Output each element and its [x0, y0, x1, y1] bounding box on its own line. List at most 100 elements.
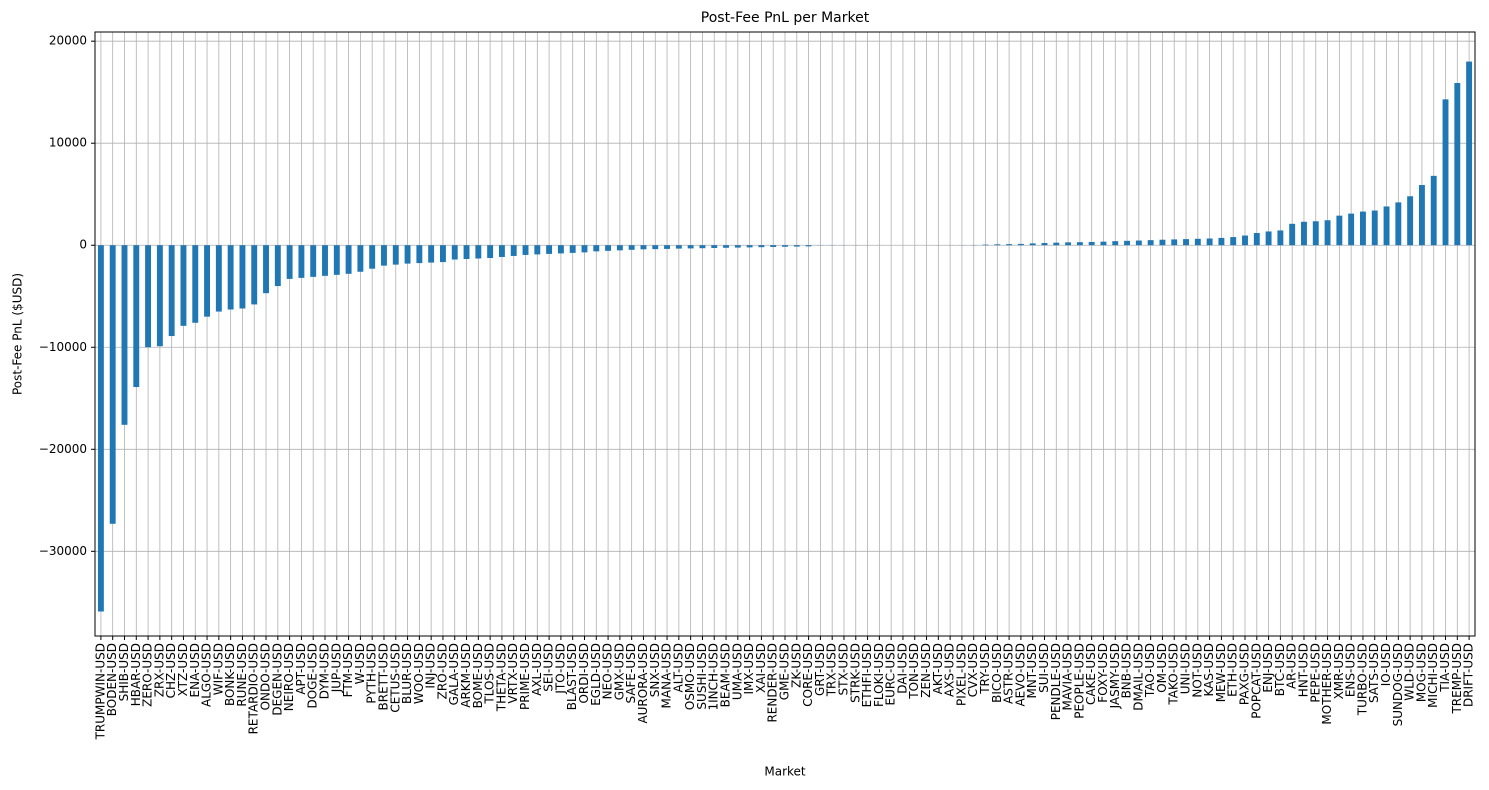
x-tick-label: NOT-USD [1190, 643, 1204, 698]
x-tick-label: RETARDIO-USD [247, 643, 261, 734]
x-tick-label: ASTR-USD [1002, 643, 1016, 704]
bar [522, 245, 529, 255]
x-tick-label: JTO-USD [553, 643, 567, 695]
bar [534, 245, 541, 255]
x-tick-label: ZERO-USD [141, 643, 155, 707]
bar [475, 245, 482, 259]
y-tick-label: 0 [79, 238, 87, 252]
bar [357, 245, 364, 272]
y-tick-label: −30000 [39, 544, 87, 558]
bar [1253, 232, 1260, 246]
bar [793, 245, 800, 247]
x-tick-label: MAVIA-USD [1061, 643, 1075, 710]
x-tick-label: WIF-USD [211, 643, 225, 695]
x-tick-label: CAKE-USD [1084, 643, 1098, 705]
x-tick-label: RUNE-USD [235, 643, 249, 707]
bar [1265, 231, 1272, 246]
x-tick-label: SNX-USD [648, 643, 662, 697]
bar [1466, 61, 1473, 246]
bar [498, 245, 505, 257]
x-tick-label: PAXG-USD [1238, 643, 1252, 705]
bar [97, 245, 104, 612]
x-tick-label: STRK-USD [848, 643, 862, 703]
bar [510, 245, 517, 256]
bar [369, 245, 376, 269]
x-tick-label: TRX-USD [825, 643, 839, 697]
bar [1135, 240, 1142, 246]
bar [345, 245, 352, 274]
bar [1194, 238, 1201, 246]
x-tick-label: TAKO-USD [1167, 643, 1181, 706]
x-tick-label: MANA-USD [660, 643, 674, 708]
x-tick-label: UNI-USD [1179, 643, 1193, 694]
x-tick-label: DAI-USD [895, 643, 909, 694]
bar [782, 245, 788, 247]
bar [805, 245, 812, 247]
bar [416, 245, 423, 264]
x-tick-label: AURORA-USD [636, 643, 650, 724]
bar [687, 245, 694, 249]
x-tick-label: ZEN-USD [919, 643, 933, 698]
chart-title: Post-Fee PnL per Market [701, 10, 870, 26]
x-tick-label: FOXY-USD [1096, 643, 1110, 703]
bar [569, 245, 576, 253]
x-tick-label: POPCAT-USD [1249, 643, 1263, 719]
bar [215, 245, 222, 312]
bar [227, 245, 234, 310]
bar [746, 245, 753, 248]
x-tick-label: STX-USD [836, 643, 850, 696]
x-tick-label: IMX-USD [742, 643, 756, 695]
x-tick-label: HNT-USD [1296, 643, 1310, 697]
bar [1371, 210, 1378, 246]
bar [1100, 241, 1107, 246]
bar [546, 245, 553, 254]
bar [1230, 237, 1237, 246]
y-tick-label: 20000 [49, 34, 87, 48]
bar [593, 245, 600, 252]
bar [333, 245, 340, 275]
x-tick-label: XAI-USD [754, 643, 768, 693]
bar [274, 245, 281, 287]
x-tick-label: ETH-USD [1226, 643, 1240, 697]
x-tick-label: XMR-USD [1332, 643, 1346, 699]
bar [180, 245, 187, 326]
x-tick-label: GMX-USD [612, 643, 626, 700]
x-tick-label: PENDLE-USD [1049, 643, 1063, 720]
x-tick-label: RENDER-USD [766, 643, 780, 723]
bar [381, 245, 387, 266]
x-tick-label: XTZ-USD [176, 643, 190, 696]
x-axis-label: Market [764, 765, 806, 779]
bar [675, 245, 682, 249]
x-tick-label: CHZ-USD [164, 643, 178, 698]
x-tick-label: TAO-USD [1143, 643, 1157, 698]
bar [156, 245, 163, 347]
bar [640, 245, 647, 250]
bar [1183, 239, 1189, 246]
bar [1301, 221, 1307, 246]
x-tick-label: GALA-USD [447, 643, 461, 705]
x-tick-label: CVX-USD [966, 643, 980, 697]
bar [557, 245, 564, 254]
x-tick-label: ETHFI-USD [860, 643, 874, 707]
bar [664, 245, 670, 249]
bar [251, 245, 258, 305]
x-tick-label: BRETT-USD [376, 643, 390, 710]
x-tick-label: MICHI-USD [1426, 643, 1440, 708]
bar [204, 245, 210, 317]
x-tick-label: SUNDOG-USD [1391, 643, 1405, 726]
x-tick-label: TURBO-USD [1355, 643, 1369, 716]
x-tick-label: KAS-USD [1202, 643, 1216, 696]
x-tick-label: DMAIL-USD [1131, 643, 1145, 711]
bar [298, 245, 305, 278]
bar [1041, 242, 1048, 246]
x-tick-label: AR-USD [1285, 643, 1299, 689]
x-tick-label: OM-USD [1155, 643, 1169, 693]
x-tick-label: GME-USD [778, 643, 792, 700]
bar [133, 245, 140, 388]
x-tick-label: BEAM-USD [719, 643, 733, 707]
bar [451, 245, 458, 260]
x-tick-label: FTM-USD [341, 643, 355, 697]
x-tick-label: DRIFT-USD [1462, 643, 1476, 707]
x-tick-label: INJ-USD [424, 643, 438, 689]
x-tick-label: PEPE-USD [1308, 643, 1322, 703]
